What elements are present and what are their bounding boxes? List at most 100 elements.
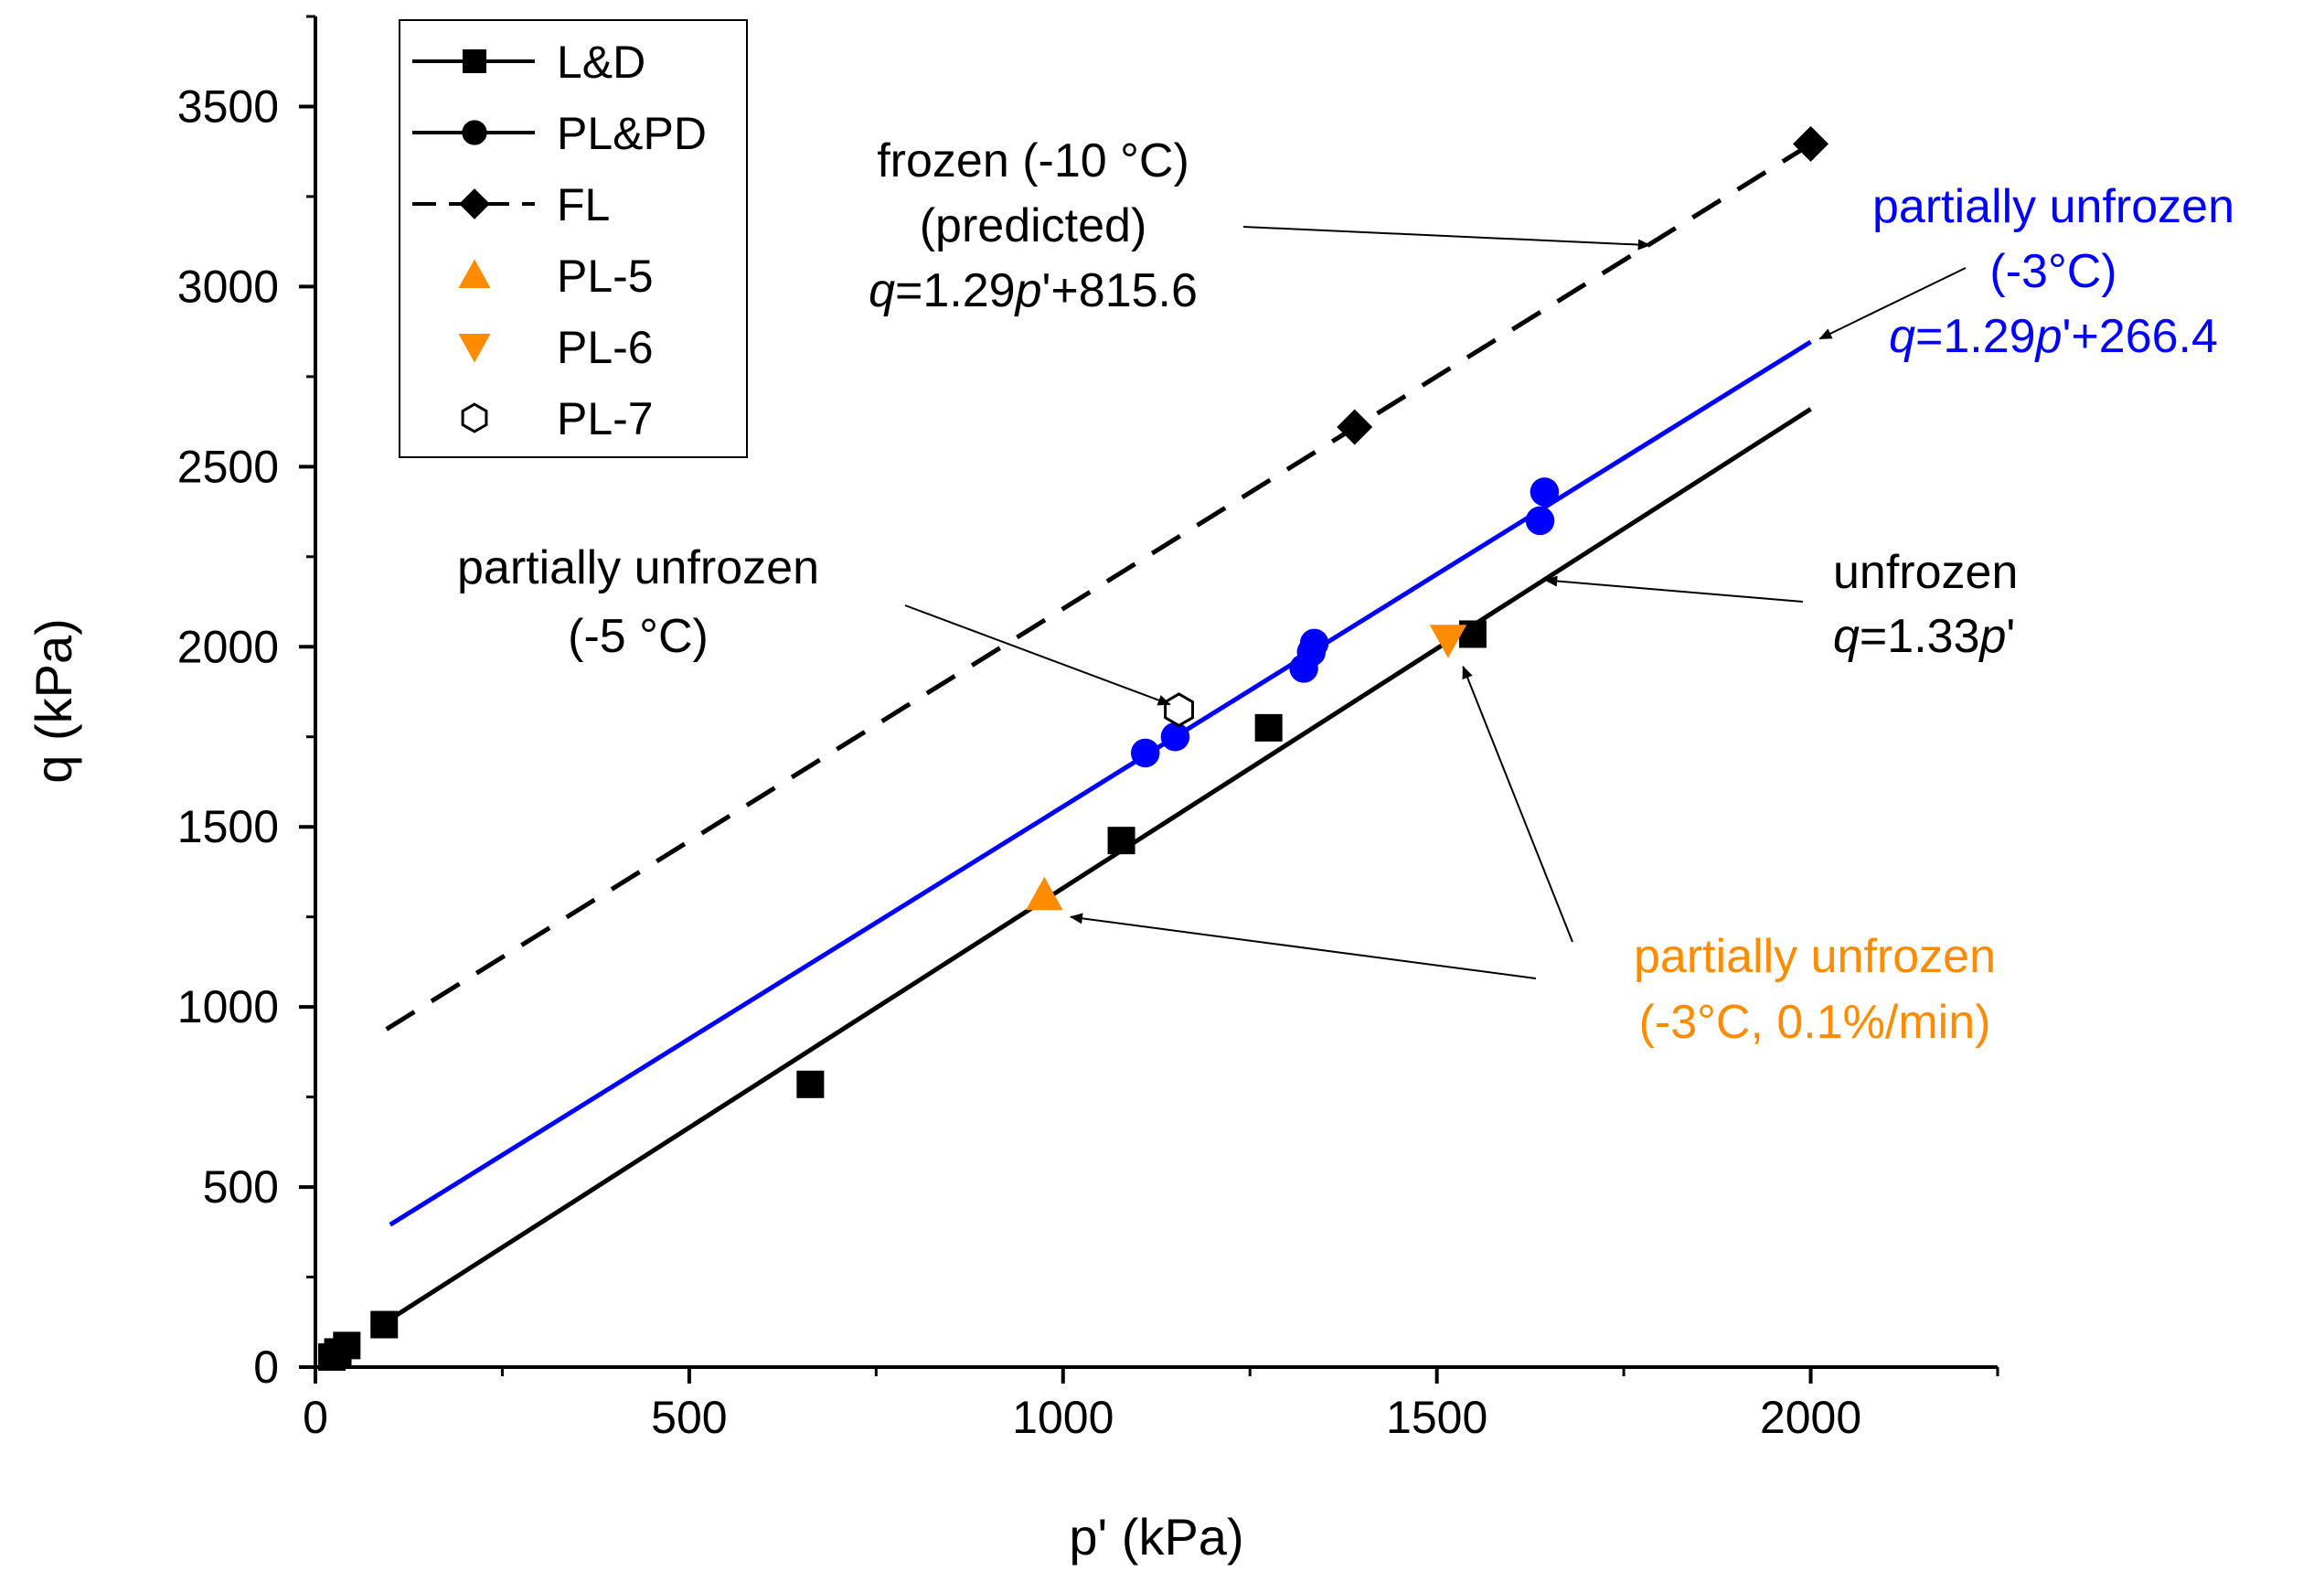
x-tick-label: 0	[303, 1392, 328, 1443]
point-pl-pd	[1299, 628, 1329, 658]
annotation-text-part: q	[1833, 610, 1860, 663]
annotation-text-part: =1.29	[895, 264, 1016, 317]
legend-label: PL-6	[557, 322, 654, 373]
annotation-text: q=1.29p'+815.6	[869, 264, 1198, 317]
data-points	[317, 125, 1829, 1371]
x-tick-label: 2000	[1760, 1392, 1861, 1443]
annotation-text: unfrozen	[1833, 546, 2018, 599]
point-pl-pd	[1525, 506, 1555, 536]
legend-label: PL-5	[557, 251, 654, 302]
axes: 0 500 1000 1500 2000 0 500 1000 1500 2000 2500 3000…	[25, 15, 1999, 1566]
legend-item-pl-6: PL-6	[458, 322, 654, 373]
annotation-arrow	[1544, 575, 1804, 603]
annotation-frozen: frozen (-10 °C) (predicted) q=1.29p'+815.6	[869, 134, 1651, 317]
legend-marker	[462, 120, 487, 145]
series-pl-7	[1164, 692, 1194, 728]
legend-label: PL-7	[557, 393, 654, 444]
y-tick-label: 0	[253, 1341, 279, 1393]
point-pl-7	[1164, 692, 1194, 728]
y-tick-label: 2000	[177, 621, 279, 672]
legend-item-pl-7: PL-7	[461, 393, 654, 444]
legend: L&D PL&PD FL PL-5 PL-6 PL-7	[399, 19, 748, 458]
series-pl-5	[1026, 876, 1063, 911]
annotation-text-part: '+815.6	[1042, 264, 1198, 317]
annotation-unfrozen: unfrozen q=1.33p'	[1544, 546, 2018, 663]
annotation-text-part: p	[1978, 610, 2007, 663]
annotation-arrow	[1242, 226, 1651, 251]
series-fl	[1337, 125, 1829, 445]
annotation-text-part: q	[869, 264, 895, 317]
annotation-text-part: (-3°C, 0.1%/min)	[1639, 996, 1991, 1049]
legend-box	[399, 19, 748, 458]
annotation-pu5: partially unfrozen (-5 °C)	[457, 541, 1171, 706]
point-l-d	[796, 1070, 825, 1098]
fit-line-partially-unfrozen-3	[389, 339, 1812, 1227]
legend-label: FL	[557, 179, 610, 230]
annotation-text: (-3°C)	[1989, 245, 2116, 298]
annotation-text-part: p	[2034, 310, 2063, 363]
legend-item-l-d: L&D	[412, 37, 645, 88]
annotation-text-part: p	[1014, 264, 1042, 317]
point-l-d	[1107, 827, 1135, 855]
point-l-d	[333, 1331, 361, 1360]
x-tick-label: 500	[651, 1392, 727, 1443]
y-tick-label: 1000	[177, 981, 279, 1032]
annotation-text: partially unfrozen	[1634, 930, 1996, 983]
point-l-d	[1458, 620, 1487, 648]
legend-item-pl-pd: PL&PD	[412, 108, 707, 159]
legend-marker	[459, 188, 490, 219]
annotation-text-part: unfrozen	[1833, 546, 2018, 599]
y-tick-label: 3500	[177, 80, 279, 132]
point-pl-pd	[1530, 477, 1560, 507]
x-tick-label: 1500	[1386, 1392, 1487, 1443]
annotation-text: partially unfrozen	[457, 541, 819, 594]
annotation-text-part: partially unfrozen	[457, 541, 819, 594]
point-pl-5	[1026, 876, 1063, 911]
annotation-text-part: '	[2006, 610, 2015, 663]
point-pl-pd	[1160, 722, 1190, 752]
point-fl	[1337, 409, 1373, 445]
legend-marker	[458, 259, 491, 289]
annotation-text: partially unfrozen	[1872, 180, 2234, 233]
fit-lines	[385, 142, 1812, 1324]
annotation-text-part: (predicted)	[920, 199, 1147, 252]
legend-marker	[458, 333, 491, 363]
x-axis-label: p' (kPa)	[1069, 1508, 1243, 1566]
series-pl-6	[1429, 625, 1467, 658]
annotation-text-part: =1.33	[1860, 610, 1980, 663]
point-l-d	[1254, 713, 1283, 742]
annotations: frozen (-10 °C)(predicted)q=1.29p'+815.6…	[457, 134, 2234, 1049]
annotation-pu3: partially unfrozen (-3°C) q=1.29p'+266.4	[1818, 180, 2234, 363]
series-l-d	[317, 620, 1487, 1371]
annotation-arrow	[1462, 666, 1573, 943]
point-pl-pd	[1130, 738, 1160, 768]
point-fl	[1793, 125, 1829, 162]
annotation-pu3slow: partially unfrozen (-3°C, 0.1%/min)	[1069, 666, 1996, 1049]
annotation-text: q=1.29p'+266.4	[1889, 310, 2218, 363]
annotation-text: frozen (-10 °C)	[877, 134, 1189, 187]
y-tick-label: 3000	[177, 261, 279, 312]
annotation-text: (-3°C, 0.1%/min)	[1639, 996, 1991, 1049]
annotation-text: (-5 °C)	[568, 610, 709, 663]
legend-item-pl-5: PL-5	[458, 251, 654, 302]
annotation-text: (predicted)	[920, 199, 1147, 252]
annotation-text-part: partially unfrozen	[1872, 180, 2234, 233]
y-tick-label: 1500	[177, 801, 279, 852]
series-pl-pd	[1130, 477, 1560, 768]
annotation-text-part: frozen (-10 °C)	[877, 134, 1189, 187]
legend-label: L&D	[557, 37, 645, 88]
annotation-text-part: '+266.4	[2063, 310, 2218, 363]
legend-marker	[461, 402, 488, 433]
x-tick-label: 1000	[1012, 1392, 1114, 1443]
annotation-text-part: (-5 °C)	[568, 610, 709, 663]
point-l-d	[370, 1310, 399, 1339]
y-tick-label: 2500	[177, 441, 279, 492]
annotation-text-part: (-3°C)	[1989, 245, 2116, 298]
annotation-arrow	[904, 604, 1171, 706]
annotation-arrow	[1069, 913, 1537, 979]
legend-label: PL&PD	[557, 108, 707, 159]
annotation-text: q=1.33p'	[1833, 610, 2015, 663]
annotation-text-part: partially unfrozen	[1634, 930, 1996, 983]
y-tick-label: 500	[203, 1161, 279, 1213]
point-pl-6	[1429, 625, 1467, 658]
